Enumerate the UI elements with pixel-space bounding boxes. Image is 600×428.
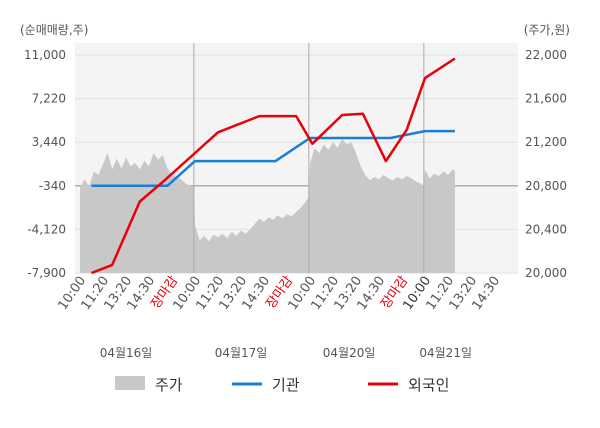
date-axis: 04월16일 04월17일 04월20일 04월21일 xyxy=(100,346,472,360)
legend-label: 주가 xyxy=(155,376,183,394)
right-tick-label: 20,000 xyxy=(525,266,567,280)
legend-label: 기관 xyxy=(272,376,300,394)
right-tick-label: 21,600 xyxy=(525,92,567,106)
left-tick-label: 7,220 xyxy=(32,92,66,106)
date-label: 04월21일 xyxy=(419,346,472,360)
date-label: 04월17일 xyxy=(215,346,268,360)
left-axis: 11,000 7,220 3,440 -340 -4,120 -7,900 xyxy=(24,48,66,280)
right-tick-label: 20,800 xyxy=(525,179,567,193)
right-axis-unit: (주가,원) xyxy=(524,23,570,37)
legend: 주가 기관 외국인 xyxy=(115,376,449,394)
left-tick-label: -4,120 xyxy=(27,222,66,236)
date-label: 04월16일 xyxy=(100,346,153,360)
foreign-line xyxy=(91,57,456,275)
price-area xyxy=(80,138,455,273)
price-area-path xyxy=(80,138,455,273)
right-tick-label: 22,000 xyxy=(525,48,567,62)
institution-line xyxy=(91,129,455,188)
legend-label: 외국인 xyxy=(408,376,449,394)
left-axis-unit: (순매매량,주) xyxy=(20,23,88,37)
right-tick-label: 21,200 xyxy=(525,135,567,149)
date-label: 04월20일 xyxy=(323,346,376,360)
right-tick-label: 20,400 xyxy=(525,222,567,236)
left-tick-label: -340 xyxy=(39,179,66,193)
left-tick-label: 11,000 xyxy=(24,48,66,62)
right-axis: 22,000 21,600 21,200 20,800 20,400 20,000 xyxy=(525,48,567,280)
left-tick-label: -7,900 xyxy=(27,266,66,280)
x-axis: 10:0011:2013:2014:30장마감10:0011:2013:2014… xyxy=(55,274,503,313)
series-lines xyxy=(91,57,456,275)
left-tick-label: 3,440 xyxy=(32,135,66,149)
legend-swatch-price xyxy=(115,376,145,390)
